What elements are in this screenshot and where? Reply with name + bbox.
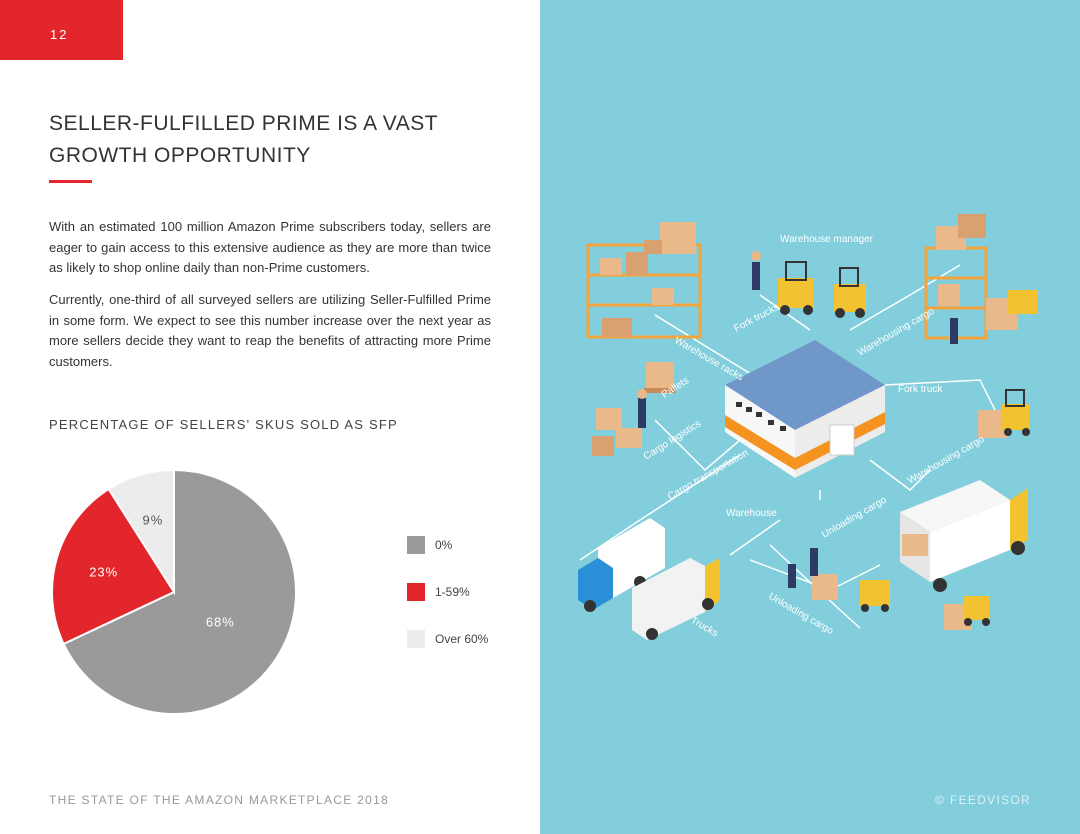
warehouse-illustration-panel: Warehouse manager Fork truck Warehouse F… xyxy=(540,0,1080,834)
legend-label: 0% xyxy=(435,538,453,552)
legend-label: 1-59% xyxy=(435,585,470,599)
label-warehouse: Warehouse xyxy=(726,508,777,519)
pie-slice-over-60- xyxy=(107,468,175,596)
fork-truck-right xyxy=(978,389,1030,438)
pie-slice-0- xyxy=(62,468,297,715)
unloading-cargo-group xyxy=(788,548,990,630)
page-number-box: 12 xyxy=(0,0,123,60)
sfp-paragraph: Currently, one-third of all surveyed sel… xyxy=(49,292,491,369)
legend-item: Over 60% xyxy=(407,630,527,650)
pie-label-over-60-: 9% xyxy=(142,512,163,527)
legend-item: 0% xyxy=(407,536,527,556)
label-cargo-transportation: Cargo transportation xyxy=(666,447,750,502)
label-warehousing-cargo-right: Warehousing cargo xyxy=(906,434,987,487)
label-trucks: Trucks xyxy=(689,615,720,639)
legend-swatch xyxy=(407,536,425,554)
warehouse-building xyxy=(725,340,885,478)
cargo-logistics-group xyxy=(592,389,647,456)
page-title-line1: SELLER-FULFILLED PRIME IS A VAST xyxy=(49,112,439,135)
page-number: 12 xyxy=(50,27,69,42)
warehouse-racks-left xyxy=(586,222,702,339)
warehouse-racks-right xyxy=(924,214,1038,344)
label-fork-truck: Fork truck xyxy=(898,384,943,395)
legend-item: 1-59% xyxy=(407,583,527,603)
label-cargo-logistics: Cargo logistics xyxy=(642,418,703,462)
report-footer: THE STATE OF THE AMAZON MARKETPLACE 2018 xyxy=(49,793,390,807)
legend-swatch xyxy=(407,583,425,601)
label-unloading-cargo-1: Unloading cargo xyxy=(820,494,889,540)
page-title: SELLER-FULFILLED PRIME IS A VAST GROWTH … xyxy=(49,108,438,172)
pie-label-0-: 68% xyxy=(206,614,235,629)
fork-trucks-group xyxy=(751,251,866,318)
legend-label: Over 60% xyxy=(435,632,489,646)
label-warehouse-manager: Warehouse manager xyxy=(780,234,874,245)
legend-swatch xyxy=(407,630,425,648)
copyright-footer: © FEEDVISOR xyxy=(935,793,1031,807)
pie-label-1-59-: 23% xyxy=(89,565,118,580)
title-underline xyxy=(49,180,92,183)
page-title-line2: GROWTH OPPORTUNITY xyxy=(49,144,311,167)
intro-paragraph: With an estimated 100 million Amazon Pri… xyxy=(49,219,491,275)
unloading-truck xyxy=(900,480,1028,592)
pallets-group xyxy=(644,362,676,393)
label-fork-trucks: Fork trucks xyxy=(732,302,781,335)
warehouse-logistics-illustration: Warehouse manager Fork truck Warehouse F… xyxy=(578,214,1038,640)
chart-title: PERCENTAGE OF SELLERS' SKUS SOLD AS SFP xyxy=(49,417,398,432)
pie-slice-1-59- xyxy=(51,487,176,646)
pie-chart: 68% 23% 9% xyxy=(51,468,297,715)
trucks-group xyxy=(578,518,720,640)
